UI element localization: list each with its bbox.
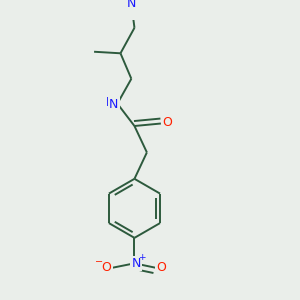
Text: N: N (131, 257, 141, 270)
Text: N: N (109, 98, 119, 111)
Text: H: H (106, 96, 115, 109)
Text: N: N (127, 0, 136, 10)
Text: O: O (157, 262, 166, 275)
Text: O: O (162, 116, 172, 129)
Text: +: + (138, 253, 146, 262)
Text: O: O (102, 262, 111, 275)
Text: −: − (95, 257, 104, 267)
